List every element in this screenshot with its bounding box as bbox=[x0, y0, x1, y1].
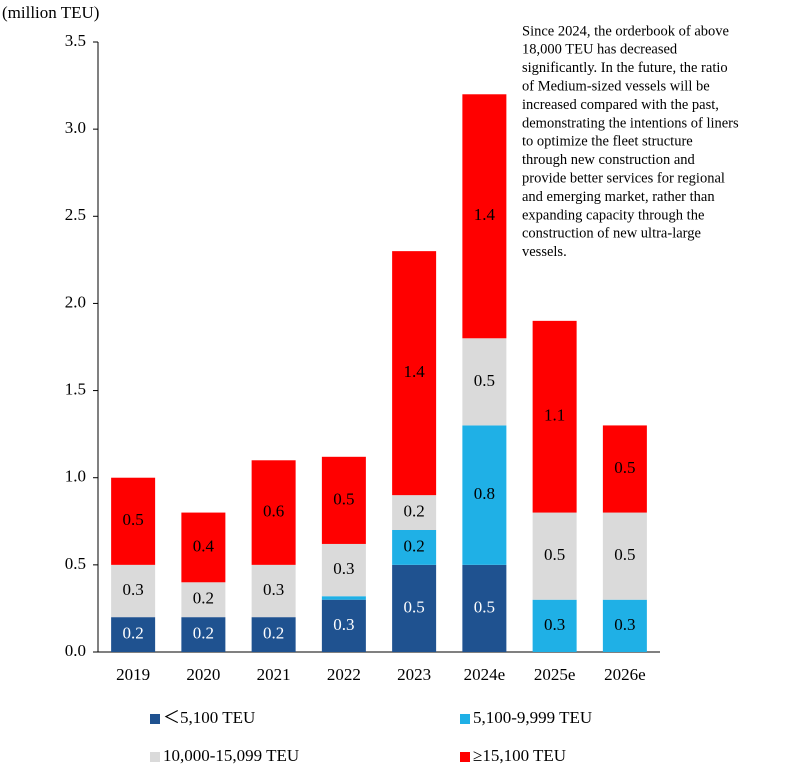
data-label: 0.2 bbox=[123, 623, 144, 642]
data-label: 0.3 bbox=[333, 615, 354, 634]
data-label: 0.5 bbox=[333, 489, 354, 508]
data-label: 0.5 bbox=[123, 510, 144, 529]
annotation: demonstrating the intentions of liners bbox=[522, 115, 739, 131]
y-tick-label: 2.5 bbox=[65, 205, 86, 224]
data-label: 0.3 bbox=[123, 580, 144, 599]
x-tick-label: 2025e bbox=[534, 665, 576, 684]
bar-segment bbox=[181, 512, 226, 583]
x-tick-label: 2021 bbox=[257, 665, 291, 684]
bar-segment bbox=[181, 582, 226, 618]
y-tick-label: 2.0 bbox=[65, 292, 86, 311]
annotation: through new construction and bbox=[522, 152, 696, 168]
bar-segment bbox=[251, 564, 296, 618]
x-tick-label: 2020 bbox=[186, 665, 220, 684]
data-label: 0.5 bbox=[404, 597, 425, 616]
data-label: 0.4 bbox=[193, 536, 215, 555]
data-label: 0.2 bbox=[404, 501, 425, 520]
legend-label: 10,000-15,099 TEU bbox=[163, 746, 299, 765]
annotation: significantly. In the future, the ratio bbox=[522, 60, 728, 76]
annotation: Since 2024, the orderbook of above bbox=[522, 23, 729, 39]
bar-segment bbox=[392, 564, 437, 652]
annotation: increased compared with the past, bbox=[522, 97, 719, 113]
y-tick-label: 3.0 bbox=[65, 118, 86, 137]
legend-label: 5,100-9,999 TEU bbox=[473, 708, 592, 727]
bar-segment bbox=[602, 512, 647, 600]
annotation: provide better services for regional bbox=[522, 171, 725, 187]
legend-marker bbox=[460, 752, 470, 762]
bar-segment bbox=[392, 495, 437, 530]
bar-segment bbox=[532, 320, 577, 513]
data-label: 0.3 bbox=[263, 580, 284, 599]
annotation: and emerging market, rather than bbox=[522, 189, 715, 205]
bar-segment bbox=[462, 564, 507, 652]
bar-segment bbox=[111, 477, 156, 565]
y-tick-label: 1.0 bbox=[65, 467, 86, 486]
bar-segment bbox=[462, 94, 507, 339]
bar-segment bbox=[392, 251, 437, 496]
x-tick-label: 2024e bbox=[464, 665, 506, 684]
data-label: 0.6 bbox=[263, 501, 284, 520]
bar-segment bbox=[602, 599, 647, 652]
y-axis-label: (million TEU) bbox=[2, 3, 99, 22]
data-label: 0.3 bbox=[544, 615, 565, 634]
annotation: expanding capacity through the bbox=[522, 207, 704, 223]
x-tick-label: 2026e bbox=[604, 665, 646, 684]
bar-segment bbox=[111, 617, 156, 652]
data-label: 0.5 bbox=[614, 545, 635, 564]
annotation: of Medium-sized vessels will be bbox=[522, 79, 710, 95]
bar-segment bbox=[111, 564, 156, 618]
bar-segment bbox=[462, 338, 507, 426]
bar-segment bbox=[321, 543, 366, 597]
x-tick-label: 2022 bbox=[327, 665, 361, 684]
data-label: 0.5 bbox=[614, 458, 635, 477]
annotation: to optimize the fleet structure bbox=[522, 134, 693, 150]
legend-marker bbox=[460, 714, 470, 724]
data-label: 1.4 bbox=[474, 205, 496, 224]
data-label: 1.4 bbox=[404, 362, 426, 381]
data-label: 0.2 bbox=[193, 589, 214, 608]
y-tick-label: 0.5 bbox=[65, 554, 86, 573]
x-tick-label: 2023 bbox=[397, 665, 431, 684]
bar-segment bbox=[462, 425, 507, 565]
bar-segment bbox=[532, 599, 577, 652]
y-tick-label: 0.0 bbox=[65, 641, 86, 660]
bar-segment bbox=[602, 425, 647, 513]
bar-segment bbox=[181, 617, 226, 652]
y-tick-label: 3.5 bbox=[65, 31, 86, 50]
bar-segment bbox=[392, 530, 437, 565]
annotation: vessels. bbox=[522, 244, 567, 260]
legend-label: ＜5,100 TEU bbox=[163, 708, 255, 727]
data-label: 0.2 bbox=[404, 536, 425, 555]
bar-segment bbox=[251, 460, 296, 565]
legend-marker bbox=[150, 752, 160, 762]
data-label: 0.2 bbox=[263, 623, 284, 642]
y-tick-label: 1.5 bbox=[65, 379, 86, 398]
bar-segment bbox=[321, 599, 366, 652]
bar-segment bbox=[251, 617, 296, 652]
data-label: 0.3 bbox=[333, 559, 354, 578]
x-tick-label: 2019 bbox=[116, 665, 150, 684]
legend-marker bbox=[150, 714, 160, 724]
data-label: 0.3 bbox=[614, 615, 635, 634]
legend-label: ≥15,100 TEU bbox=[473, 746, 566, 765]
data-label: 0.5 bbox=[544, 545, 565, 564]
annotation: 18,000 TEU has decreased bbox=[522, 42, 678, 58]
data-label: 0.2 bbox=[193, 623, 214, 642]
data-label: 0.8 bbox=[474, 484, 495, 503]
data-label: 1.1 bbox=[544, 406, 565, 425]
bar-segment bbox=[532, 512, 577, 600]
data-label: 0.5 bbox=[474, 371, 495, 390]
data-label: 0.5 bbox=[474, 597, 495, 616]
annotation: construction of new ultra-large bbox=[522, 226, 701, 242]
bar-segment bbox=[321, 456, 366, 544]
bar-segment bbox=[321, 596, 366, 600]
